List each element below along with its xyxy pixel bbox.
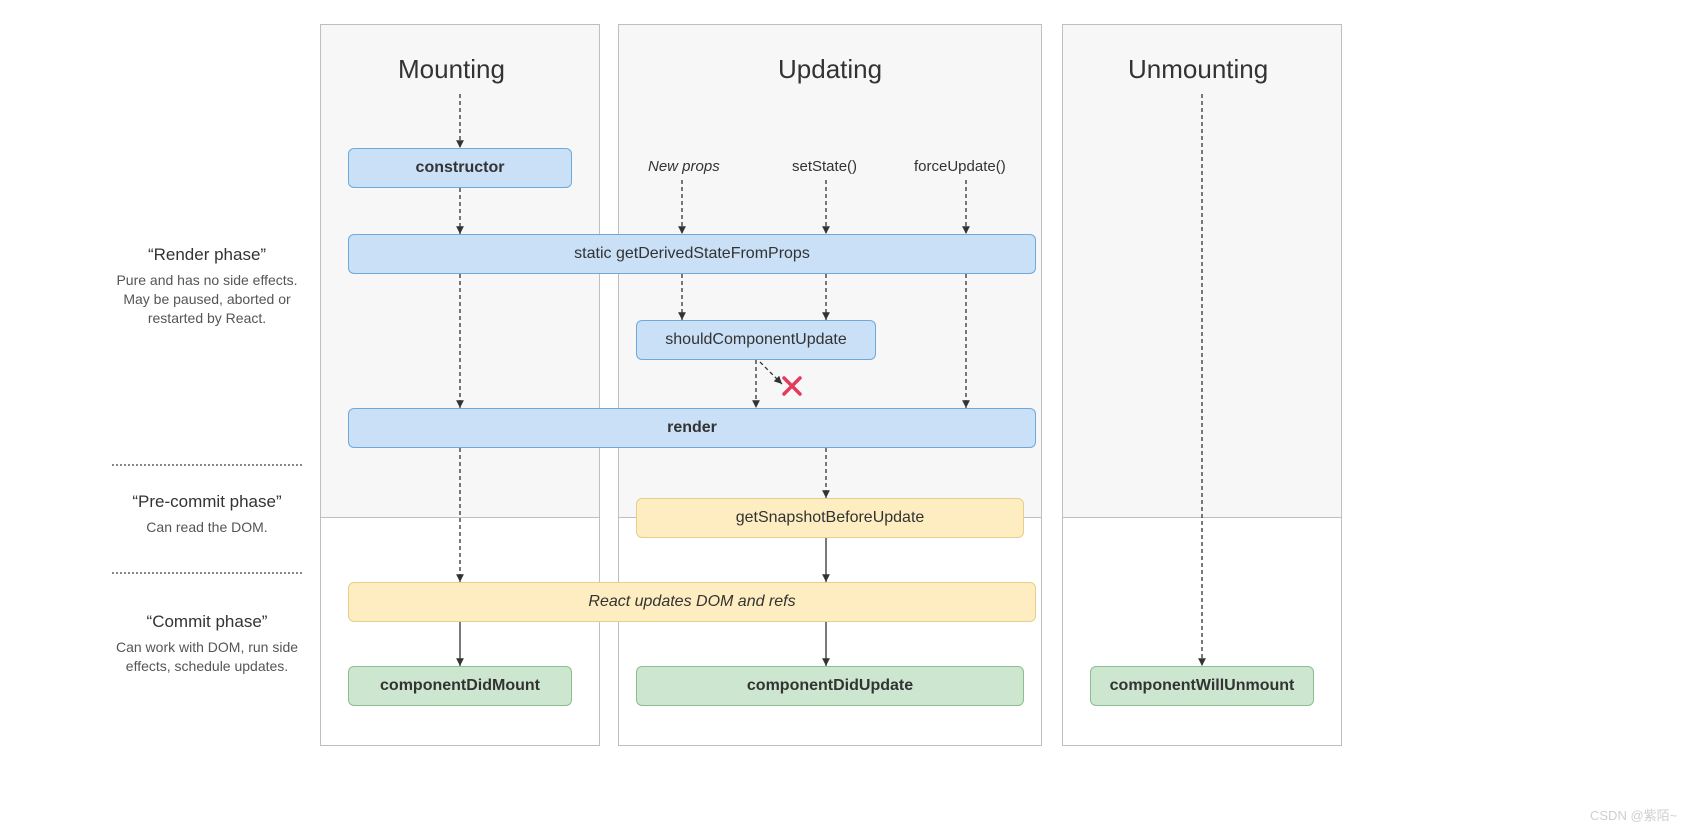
mounting-panel-commit: [320, 518, 600, 746]
component-did-update-box[interactable]: componentDidUpdate: [636, 666, 1024, 706]
mounting-title: Mounting: [398, 54, 505, 85]
updating-title: Updating: [778, 54, 882, 85]
component-will-unmount-box[interactable]: componentWillUnmount: [1090, 666, 1314, 706]
trigger-force-update: forceUpdate(): [914, 158, 1006, 175]
unmounting-panel-commit: [1062, 518, 1342, 746]
render-box[interactable]: render: [348, 408, 1036, 448]
separator-1: [112, 464, 302, 466]
precommit-phase-label: “Pre-commit phase” Can read the DOM.: [112, 492, 302, 537]
commit-phase-desc: Can work with DOM, run side effects, sch…: [112, 638, 302, 676]
constructor-box[interactable]: constructor: [348, 148, 572, 188]
render-phase-title: “Render phase”: [112, 245, 302, 265]
diagram-canvas: Mounting Updating Unmounting “Render pha…: [0, 0, 1704, 827]
separator-2: [112, 572, 302, 574]
trigger-new-props: New props: [648, 158, 720, 175]
unmounting-title: Unmounting: [1128, 54, 1268, 85]
unmounting-panel-render: [1062, 24, 1342, 518]
render-phase-desc: Pure and has no side effects. May be pau…: [112, 271, 302, 328]
precommit-phase-title: “Pre-commit phase”: [112, 492, 302, 512]
commit-phase-title: “Commit phase”: [112, 612, 302, 632]
watermark: CSDN @紫陌~: [1590, 805, 1677, 824]
precommit-phase-desc: Can read the DOM.: [112, 518, 302, 537]
trigger-set-state: setState(): [792, 158, 857, 175]
get-snapshot-box[interactable]: getSnapshotBeforeUpdate: [636, 498, 1024, 538]
render-phase-label: “Render phase” Pure and has no side effe…: [112, 245, 302, 328]
should-component-update-box[interactable]: shouldComponentUpdate: [636, 320, 876, 360]
commit-phase-label: “Commit phase” Can work with DOM, run si…: [112, 612, 302, 676]
updating-panel-commit: [618, 518, 1042, 746]
component-did-mount-box[interactable]: componentDidMount: [348, 666, 572, 706]
get-derived-state-box[interactable]: static getDerivedStateFromProps: [348, 234, 1036, 274]
react-updates-box: React updates DOM and refs: [348, 582, 1036, 622]
